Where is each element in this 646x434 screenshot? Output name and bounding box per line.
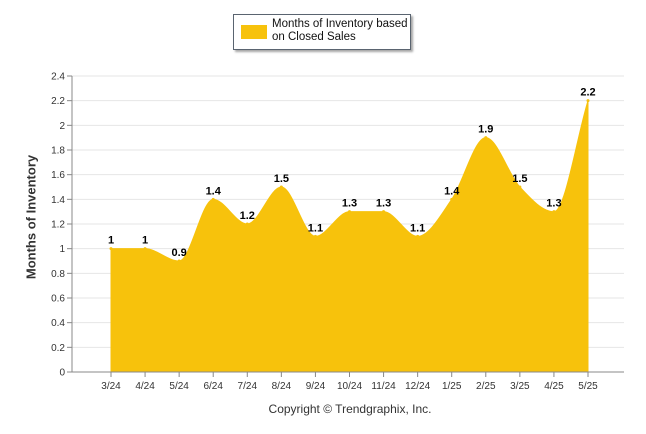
- x-tick-label: 4/24: [135, 381, 155, 392]
- area-fill: [110, 100, 589, 373]
- data-label: 0.9: [171, 247, 186, 259]
- y-tick-label: 0.8: [51, 269, 65, 280]
- data-point: [109, 247, 113, 251]
- x-tick-label: 5/24: [169, 381, 189, 392]
- y-tick-label: 2.2: [51, 96, 65, 107]
- data-point: [484, 136, 488, 140]
- y-tick-label: 0: [59, 368, 65, 379]
- data-label: 1.3: [376, 198, 391, 210]
- data-point: [518, 185, 522, 189]
- copyright-footer: Copyright © Trendgraphix, Inc.: [268, 402, 432, 416]
- data-point: [416, 234, 420, 238]
- legend-label: Months of Inventory based on Closed Sale…: [272, 18, 408, 43]
- data-label: 2.2: [580, 87, 595, 99]
- legend-swatch: [241, 25, 267, 39]
- x-tick-label: 3/25: [510, 381, 530, 392]
- data-label: 1: [142, 235, 148, 247]
- data-point: [245, 222, 249, 226]
- data-point: [279, 185, 283, 189]
- data-label: 1.1: [410, 222, 425, 234]
- data-point: [313, 234, 317, 238]
- x-tick-label: 1/25: [442, 381, 462, 392]
- data-point: [586, 99, 590, 103]
- y-tick-label: 0.4: [51, 318, 65, 329]
- x-tick-label: 7/24: [238, 381, 258, 392]
- y-tick-label: 1.4: [51, 195, 65, 206]
- data-point: [382, 210, 386, 214]
- data-point: [552, 210, 556, 214]
- data-label: 1.4: [206, 185, 222, 197]
- y-tick-label: 1.2: [51, 220, 65, 231]
- data-point: [450, 197, 454, 201]
- data-label: 1.3: [342, 198, 357, 210]
- axes: 0 0.2 0.4 0.6 0.8 1 1.2 1.4 1.6 1.8 2 2.2 2.4 3/24 4/2…: [51, 72, 624, 392]
- data-point: [348, 210, 351, 214]
- y-axis-title: Months of Inventory: [23, 154, 39, 280]
- y-tick-label: 1.8: [51, 146, 65, 157]
- x-tick-label: 8/24: [272, 381, 292, 392]
- data-label: 1.5: [512, 173, 527, 185]
- data-label: 1.4: [444, 185, 460, 197]
- x-tick-label: 2/25: [476, 381, 496, 392]
- data-label: 1.9: [478, 124, 493, 136]
- data-point: [177, 259, 181, 263]
- data-labels: 1 1 0.9 1.4 1.2 1.5 1.1 1.3 1.3 1.1 1.4 1.9 1.5 1.3 2.…: [108, 87, 596, 259]
- y-tick-label: 1: [59, 244, 65, 255]
- y-tick-label: 2: [59, 121, 65, 132]
- y-tick-label: 0.6: [51, 294, 65, 305]
- data-label: 1.5: [274, 173, 289, 185]
- y-tick-label: 1.6: [51, 170, 65, 181]
- data-label: 1.2: [240, 210, 255, 222]
- x-tick-label: 9/24: [306, 381, 326, 392]
- area-series: [109, 99, 590, 373]
- x-tick-label: 6/24: [203, 381, 223, 392]
- x-tick-label: 12/24: [405, 381, 430, 392]
- data-label: 1.3: [546, 198, 561, 210]
- data-label: 1.1: [308, 222, 323, 234]
- legend: Months of Inventory based on Closed Sale…: [233, 14, 411, 50]
- y-tick-label: 2.4: [51, 72, 65, 83]
- data-point: [143, 247, 147, 251]
- data-label: 1: [108, 235, 114, 247]
- x-tick-label: 10/24: [337, 381, 362, 392]
- x-tick-label: 5/25: [578, 381, 598, 392]
- x-tick-label: 11/24: [371, 381, 396, 392]
- x-tick-label: 4/25: [544, 381, 564, 392]
- x-tick-label: 3/24: [101, 381, 121, 392]
- y-tick-label: 0.2: [51, 343, 65, 354]
- data-point: [211, 197, 215, 201]
